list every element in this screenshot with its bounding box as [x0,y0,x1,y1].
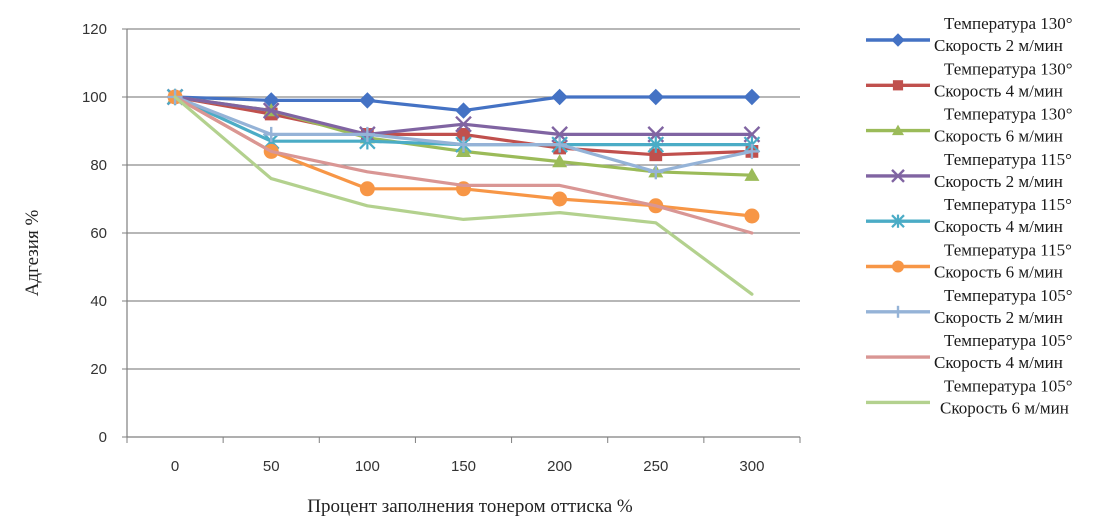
data-point [359,126,375,142]
data-point [647,136,665,153]
legend-label-line2: Скорость 4 м/мин [934,217,1063,236]
data-point [455,102,472,119]
legend-label-line1: Температура 105° [944,376,1073,395]
data-point [744,208,760,224]
legend-label-line2: Скорость 2 м/мин [934,172,1063,191]
legend-label-line2: Скорость 6 м/мин [940,398,1069,417]
y-axis-title: Адгезия % [22,210,43,297]
data-point [743,88,761,106]
legend-label-line2: Скорость 4 м/мин [934,81,1063,100]
series-line [173,95,754,296]
data-point [457,128,470,141]
data-point [892,80,904,91]
x-tick-label: 300 [739,458,764,475]
data-point [552,154,568,168]
gridlines [127,28,800,370]
data-point [892,305,904,318]
x-axis-title: Процент заполнения тонером оттиска % [307,496,633,517]
data-point [648,164,664,180]
series-7 [167,89,760,180]
legend-entry: Температура 115° Скорость 6 м/мин [866,241,1072,282]
data-point [892,260,904,273]
legend-entry: Температура 105° Скорость 2 м/мин [866,286,1073,327]
series-1 [166,88,761,119]
data-point [891,214,905,228]
data-point [552,137,568,153]
y-tick-label: 100 [82,89,107,106]
x-tick-label: 250 [643,458,668,475]
tick-labels: 0 20 40 60 80 100 120 0 50 100 150 200 250 300 [82,21,764,475]
legend-label-line2: Скорость 6 м/мин [934,263,1063,282]
legend-label-line1: Температура 130° [944,59,1073,78]
legend-entry: Температура 105° Скорость 6 м/мин [866,376,1073,417]
y-tick-label: 60 [90,225,107,242]
x-tick-label: 150 [451,458,476,475]
x-tick-label: 200 [547,458,572,475]
x-tick-label: 0 [171,458,179,475]
data-point [551,88,568,106]
data-point [891,33,905,47]
series-8 [173,95,754,235]
data-point [359,181,375,197]
data-point [647,88,664,106]
data-point [263,126,279,142]
legend-entry: Температура 130° Скорость 4 м/мин [866,59,1073,100]
series-lines [166,88,761,296]
data-point [892,124,904,136]
data-point [359,92,376,109]
legend-label-line1: Температура 105° [944,331,1073,350]
legend-label-line2: Скорость 2 м/мин [934,36,1063,55]
legend-label-line1: Температура 115° [944,241,1072,260]
y-tick-label: 20 [90,361,107,378]
data-point [744,167,760,181]
legend-label-line1: Температура 130° [944,105,1073,124]
data-point [744,143,760,159]
legend-entry: Температура 130° Скорость 2 м/мин [866,14,1073,55]
y-tick-label: 80 [90,157,107,174]
y-tick-label: 120 [82,21,107,38]
data-point [552,191,568,207]
axes [122,28,801,443]
series-line [173,95,754,235]
legend-label-line2: Скорость 2 м/мин [934,308,1063,327]
data-point [455,115,472,133]
y-tick-label: 0 [99,429,107,446]
legend-label-line1: Температура 105° [944,286,1073,305]
legend-label-line1: Температура 115° [944,195,1072,214]
legend-label-line2: Скорость 6 м/мин [934,127,1063,146]
legend-entry: Температура 105° Скорость 4 м/мин [866,331,1073,372]
series-9 [173,95,754,296]
legend: Температура 130°Скорость 2 м/минТемперат… [866,14,1073,417]
data-point [456,137,471,153]
legend-label-line1: Температура 115° [944,150,1072,169]
x-tick-label: 100 [355,458,380,475]
legend-label-line1: Температура 130° [944,14,1073,33]
legend-label-line2: Скорость 4 м/мин [934,353,1063,372]
data-point [262,102,280,119]
legend-entry: Температура 115° Скорость 4 м/мин [866,195,1072,236]
y-tick-label: 40 [90,293,107,310]
data-point [891,169,905,183]
legend-entry: Температура 115° Скорость 2 м/мин [866,150,1072,191]
x-tick-label: 50 [263,458,280,475]
data-point [649,148,663,162]
legend-entry: Температура 130° Скорость 6 м/мин [866,105,1073,146]
